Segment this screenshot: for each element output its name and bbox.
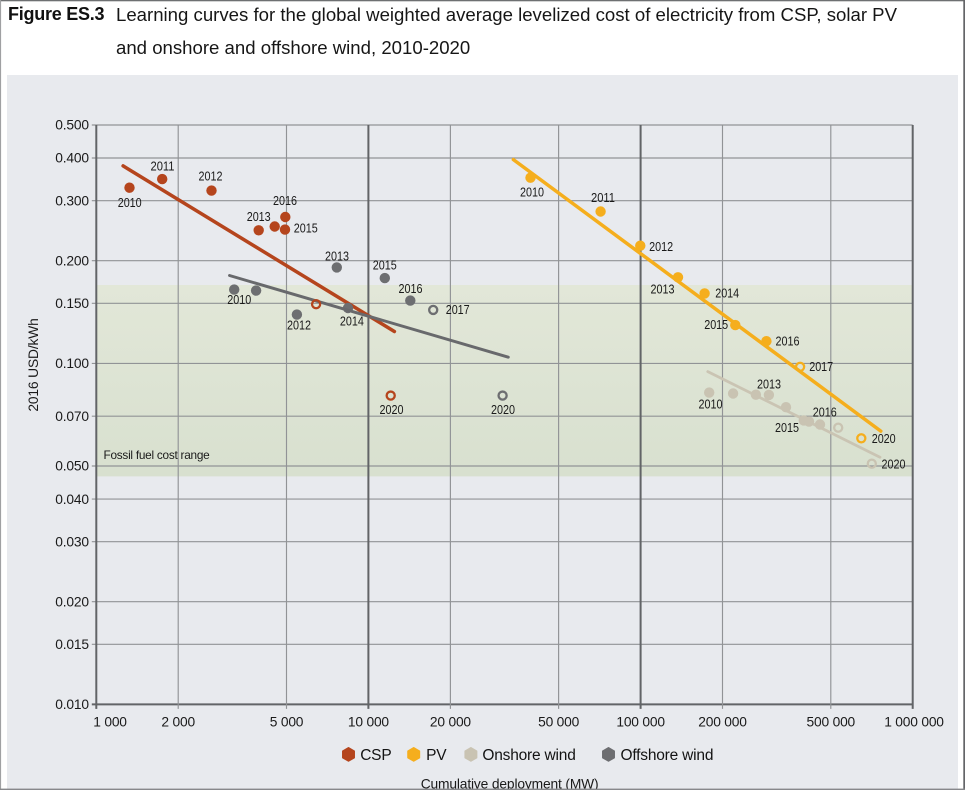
svg-text:200 000: 200 000 xyxy=(698,715,747,730)
svg-text:2015: 2015 xyxy=(775,420,799,435)
svg-text:0.500: 0.500 xyxy=(55,118,89,133)
svg-text:Onshore wind: Onshore wind xyxy=(482,747,575,764)
svg-text:2014: 2014 xyxy=(715,286,739,301)
svg-text:2020: 2020 xyxy=(380,402,404,417)
svg-text:2016: 2016 xyxy=(399,281,423,296)
svg-text:0.050: 0.050 xyxy=(55,459,89,474)
svg-text:500 000: 500 000 xyxy=(807,715,856,730)
svg-text:1 000: 1 000 xyxy=(93,715,127,730)
svg-text:2011: 2011 xyxy=(591,190,615,205)
svg-text:Cumulative deployment (MW): Cumulative deployment (MW) xyxy=(421,777,599,790)
svg-text:2010: 2010 xyxy=(520,184,544,199)
svg-text:2011: 2011 xyxy=(151,159,175,174)
svg-text:2012: 2012 xyxy=(199,169,223,184)
svg-text:2016: 2016 xyxy=(813,405,837,420)
svg-text:50 000: 50 000 xyxy=(538,715,580,730)
svg-text:2 000: 2 000 xyxy=(161,715,195,730)
svg-text:2016: 2016 xyxy=(273,193,297,208)
svg-text:0.400: 0.400 xyxy=(55,151,89,166)
svg-text:2013: 2013 xyxy=(247,209,271,224)
svg-text:5 000: 5 000 xyxy=(270,715,304,730)
svg-text:Offshore wind: Offshore wind xyxy=(621,747,714,764)
svg-text:2020: 2020 xyxy=(872,431,896,446)
svg-text:2012: 2012 xyxy=(649,239,673,254)
svg-text:2010: 2010 xyxy=(227,292,251,307)
svg-text:2013: 2013 xyxy=(757,377,781,392)
svg-text:2017: 2017 xyxy=(446,302,470,317)
svg-text:0.100: 0.100 xyxy=(55,356,89,371)
svg-text:0.020: 0.020 xyxy=(55,594,89,609)
svg-text:2012: 2012 xyxy=(287,317,311,332)
svg-text:2013: 2013 xyxy=(651,281,675,296)
svg-text:Fossil fuel cost range: Fossil fuel cost range xyxy=(104,448,211,462)
svg-text:100 000: 100 000 xyxy=(616,715,665,730)
svg-text:10 000: 10 000 xyxy=(348,715,390,730)
svg-text:2014: 2014 xyxy=(340,314,364,329)
svg-text:0.010: 0.010 xyxy=(55,697,89,712)
svg-text:0.070: 0.070 xyxy=(55,409,89,424)
svg-text:2010: 2010 xyxy=(118,195,142,210)
svg-text:2013: 2013 xyxy=(325,249,349,264)
svg-text:2017: 2017 xyxy=(809,359,833,374)
svg-text:2020: 2020 xyxy=(882,457,906,472)
svg-text:2015: 2015 xyxy=(294,221,318,236)
svg-text:2010: 2010 xyxy=(699,397,723,412)
svg-text:0.015: 0.015 xyxy=(55,637,89,652)
svg-text:0.300: 0.300 xyxy=(55,193,89,208)
svg-text:1 000 000: 1 000 000 xyxy=(884,715,944,730)
svg-text:2015: 2015 xyxy=(704,317,728,332)
svg-text:0.150: 0.150 xyxy=(55,296,89,311)
svg-text:0.040: 0.040 xyxy=(55,492,89,507)
svg-text:2016: 2016 xyxy=(776,333,800,348)
svg-text:2015: 2015 xyxy=(373,258,397,273)
svg-text:2016 USD/kWh: 2016 USD/kWh xyxy=(26,318,41,411)
svg-text:0.030: 0.030 xyxy=(55,534,89,549)
svg-text:0.200: 0.200 xyxy=(55,253,89,268)
svg-text:2020: 2020 xyxy=(491,402,515,417)
svg-text:20 000: 20 000 xyxy=(430,715,472,730)
svg-text:PV: PV xyxy=(426,747,447,764)
svg-text:CSP: CSP xyxy=(360,747,391,764)
